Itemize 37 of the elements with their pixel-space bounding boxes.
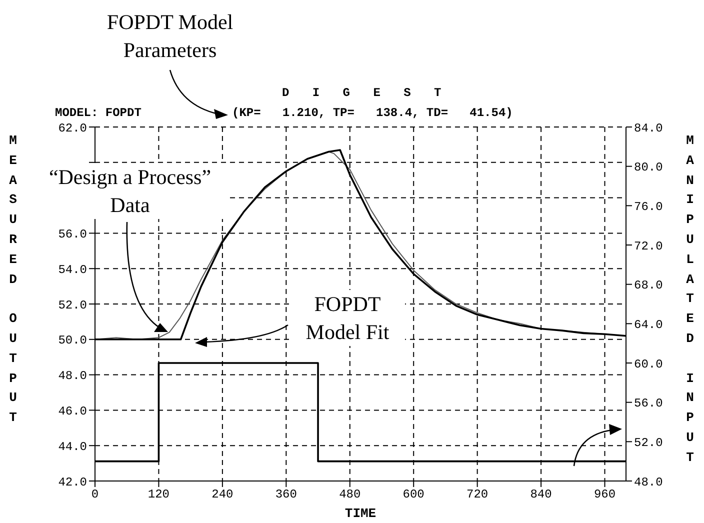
x-tick-label: 120 bbox=[148, 488, 170, 502]
x-tick-label: 840 bbox=[530, 488, 552, 502]
y-tick-label: 46.0 bbox=[58, 404, 87, 418]
annotation: FOPDT Model Fit bbox=[290, 290, 405, 346]
y2-tick-label: 72.0 bbox=[634, 239, 663, 254]
y2-tick-label: 64.0 bbox=[634, 318, 663, 332]
annotation: “Design a Process” Data bbox=[30, 163, 230, 219]
y-tick-label: 54.0 bbox=[58, 262, 87, 277]
x-tick-label: 0 bbox=[91, 488, 99, 502]
text: MODEL: FOPDT bbox=[55, 106, 142, 120]
y2-tick-label: 48.0 bbox=[634, 475, 663, 490]
x-tick-label: 720 bbox=[466, 488, 488, 502]
text: MANIPULATED INPUT bbox=[686, 133, 694, 465]
y2-tick-label: 60.0 bbox=[634, 357, 663, 372]
y-tick-label: 52.0 bbox=[58, 298, 87, 312]
x-tick-label: 960 bbox=[594, 488, 616, 502]
y2-tick-label: 68.0 bbox=[634, 278, 663, 293]
chart-title: D I G E S T bbox=[282, 86, 450, 100]
y2-tick-label: 84.0 bbox=[634, 121, 663, 136]
y-tick-label: 42.0 bbox=[58, 475, 87, 490]
x-axis-title: TIME bbox=[344, 506, 376, 521]
x-tick-label: 600 bbox=[402, 488, 424, 502]
text: FOPDT Model Parameters bbox=[106, 9, 234, 64]
text: MEASURED OUTPUT bbox=[9, 133, 17, 426]
x-tick-label: 240 bbox=[212, 488, 234, 502]
x-tick-label: 360 bbox=[275, 488, 297, 502]
x-tick-label: 480 bbox=[339, 488, 361, 502]
y-tick-label: 44.0 bbox=[58, 440, 87, 454]
y-tick-label: 48.0 bbox=[58, 369, 87, 384]
y2-tick-label: 56.0 bbox=[634, 396, 663, 411]
y2-tick-label: 80.0 bbox=[634, 160, 663, 175]
y2-tick-label: 52.0 bbox=[634, 436, 663, 450]
y-tick-label: 62.0 bbox=[58, 121, 87, 136]
y2-tick-label: 76.0 bbox=[634, 200, 663, 214]
y-tick-label: 50.0 bbox=[58, 334, 87, 348]
text: (KP= 1.210, TP= 138.4, TD= 41.54) bbox=[232, 106, 513, 120]
y-tick-label: 56.0 bbox=[58, 227, 87, 242]
